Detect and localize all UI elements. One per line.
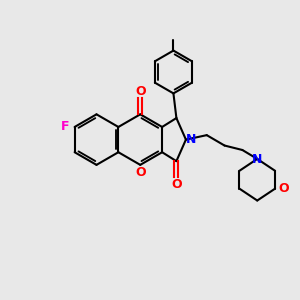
Text: O: O (278, 182, 289, 195)
Text: N: N (186, 133, 196, 146)
Text: F: F (61, 121, 69, 134)
Text: O: O (135, 85, 146, 98)
Text: O: O (135, 167, 146, 179)
Text: O: O (171, 178, 182, 190)
Text: N: N (252, 153, 262, 166)
